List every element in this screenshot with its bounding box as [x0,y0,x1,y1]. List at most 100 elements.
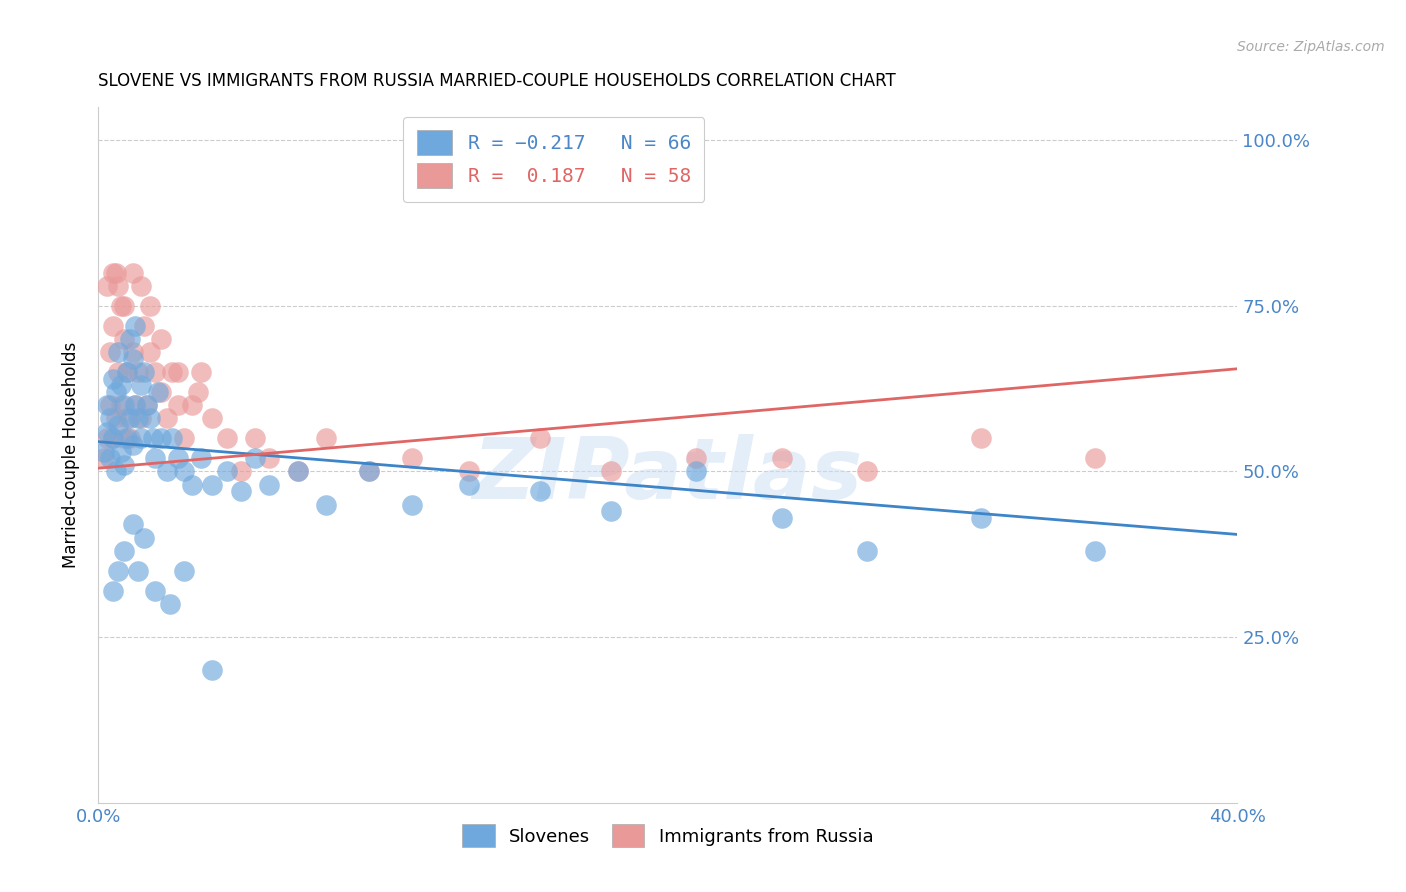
Point [112,332,135,346]
Point [173,465,195,479]
Point [190,451,212,466]
Point [107,345,129,359]
Point [118,332,141,346]
Point [93,444,115,458]
Y-axis label: Married-couple Households: Married-couple Households [62,342,80,568]
Point [104,465,127,479]
Point [145,451,167,466]
Point [112,431,135,445]
Point [167,365,190,379]
Point [529,484,551,499]
Point [243,431,266,445]
Point [770,511,793,525]
Point [685,451,707,466]
Point [167,398,190,412]
Point [115,365,138,379]
Point [127,564,149,578]
Point [190,365,212,379]
Point [115,365,138,379]
Point [98,398,121,412]
Point [112,544,135,558]
Point [101,266,124,280]
Point [110,299,132,313]
Point [101,431,124,445]
Point [229,484,252,499]
Point [529,431,551,445]
Point [1084,544,1107,558]
Point [107,564,129,578]
Point [856,465,879,479]
Point [121,345,143,359]
Point [135,398,157,412]
Point [150,384,173,399]
Point [145,583,167,598]
Point [148,384,170,399]
Point [215,431,238,445]
Point [1084,451,1107,466]
Point [159,597,181,611]
Point [201,663,224,677]
Point [315,498,337,512]
Point [162,431,184,445]
Point [138,411,160,425]
Point [141,431,163,445]
Point [132,318,155,333]
Point [110,398,132,412]
Point [173,431,195,445]
Point [96,279,118,293]
Point [138,299,160,313]
Point [600,465,623,479]
Point [401,451,423,466]
Point [107,365,129,379]
Point [121,351,143,366]
Point [187,384,209,399]
Point [181,398,204,412]
Point [685,465,707,479]
Point [110,378,132,392]
Point [127,411,149,425]
Point [401,498,423,512]
Point [127,365,149,379]
Point [229,465,252,479]
Point [201,411,224,425]
Point [145,365,167,379]
Point [104,266,127,280]
Point [357,465,380,479]
Point [101,431,124,445]
Point [129,431,152,445]
Point [162,365,184,379]
Text: Source: ZipAtlas.com: Source: ZipAtlas.com [1237,40,1385,54]
Point [970,511,993,525]
Point [101,372,124,386]
Point [287,465,309,479]
Point [101,583,124,598]
Point [98,411,121,425]
Point [259,477,281,491]
Point [150,431,173,445]
Point [121,266,143,280]
Point [600,504,623,518]
Point [112,398,135,412]
Point [124,398,146,412]
Point [129,378,152,392]
Point [132,531,155,545]
Point [215,465,238,479]
Point [770,451,793,466]
Point [138,345,160,359]
Point [135,398,157,412]
Point [124,318,146,333]
Text: ZIPatlas: ZIPatlas [472,434,863,517]
Point [243,451,266,466]
Point [118,431,141,445]
Point [129,411,152,425]
Point [201,477,224,491]
Point [167,451,190,466]
Point [118,411,141,425]
Point [110,444,132,458]
Point [259,451,281,466]
Point [173,564,195,578]
Point [457,477,479,491]
Point [104,411,127,425]
Point [856,544,879,558]
Point [96,398,118,412]
